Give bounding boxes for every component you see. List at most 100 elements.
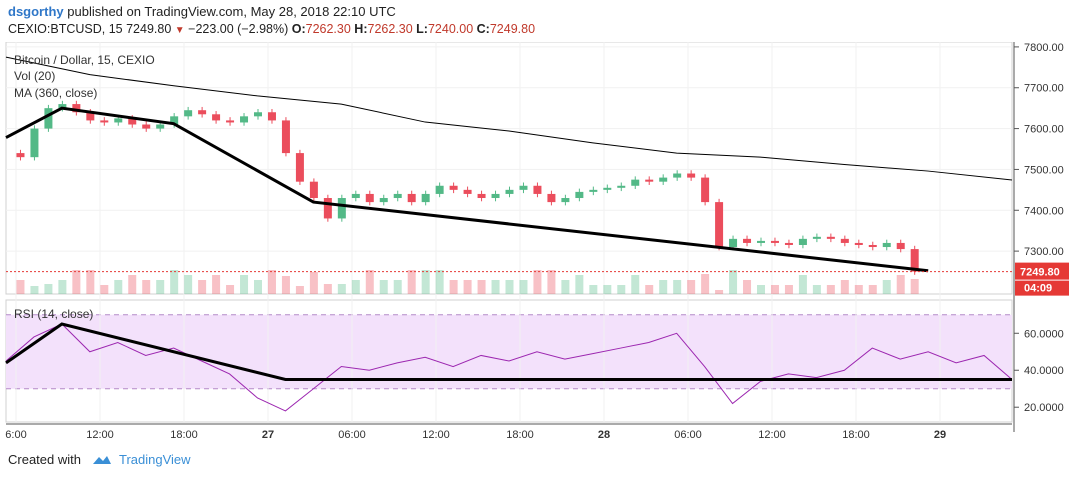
candle-body <box>156 124 165 129</box>
volume-bar <box>281 276 290 294</box>
volume-bar <box>267 270 276 294</box>
volume-bar <box>729 270 738 294</box>
candle-body <box>142 124 151 129</box>
volume-bar <box>323 284 332 294</box>
candle-body <box>295 153 304 182</box>
candle-body <box>463 189 472 194</box>
candle-body <box>784 242 793 245</box>
volume-bar <box>868 285 877 294</box>
time-tick-label: 29 <box>934 429 946 441</box>
time-tick-label: 12:00 <box>422 429 450 441</box>
volume-bar <box>58 280 67 294</box>
candle-body <box>435 185 444 194</box>
rsi-line <box>5 323 1013 412</box>
candle-body <box>184 110 193 117</box>
candle-body <box>533 185 542 194</box>
candle-body <box>840 238 849 243</box>
volume-bar <box>128 275 137 294</box>
candle-body <box>547 193 556 203</box>
candle-body <box>826 236 835 239</box>
time-tick-label: 06:00 <box>674 429 702 441</box>
volume-bar <box>701 274 710 294</box>
volume-bar <box>421 270 430 294</box>
volume-bar <box>826 285 835 294</box>
volume-bar <box>798 275 807 294</box>
candle-body <box>254 112 262 117</box>
price-tick-label: 7600.00 <box>1024 124 1064 136</box>
symbol-line: CEXIO:BTCUSD, 15 7249.80 ▼ −223.00 (−2.9… <box>8 22 535 36</box>
volume-bar <box>365 270 374 294</box>
time-tick-label: 6:00 <box>5 429 26 441</box>
time-tick-label: 18:00 <box>170 429 198 441</box>
volume-bar <box>379 280 388 294</box>
legend-ma: MA (360, close) <box>14 86 97 100</box>
volume-bar <box>212 275 221 294</box>
open-label: O: <box>291 22 306 36</box>
candle-body <box>659 177 668 182</box>
rsi-tick-label: 40.0000 <box>1024 365 1064 377</box>
candle-body <box>617 185 626 188</box>
candle-body <box>114 118 123 123</box>
high-value: 7262.30 <box>367 22 413 36</box>
candle-body <box>323 198 332 219</box>
candle-body <box>687 173 696 178</box>
candle-body <box>351 193 360 199</box>
volume-bar <box>645 285 654 294</box>
volume-bar <box>757 285 765 294</box>
candle-body <box>281 120 290 154</box>
candle-body <box>44 108 53 129</box>
volume-bar <box>547 270 556 294</box>
candle-body <box>477 193 486 199</box>
volume-bar <box>687 280 696 294</box>
volume-bar <box>491 280 500 294</box>
candle-body <box>16 153 25 158</box>
volume-bar <box>854 285 863 294</box>
candle-body <box>798 238 807 245</box>
price-tick-label: 7400.00 <box>1024 205 1064 217</box>
price-tick-label: 7700.00 <box>1024 83 1064 95</box>
price-tick-label: 7300.00 <box>1024 246 1064 258</box>
chart-axes: 7800.00 7700.00 7600.00 7500.00 7400.00 7300.… <box>5 42 1069 441</box>
candle-body <box>198 110 207 115</box>
author-name[interactable]: dsgorthy <box>8 4 64 19</box>
candle-body <box>743 238 752 243</box>
time-tick-label: 28 <box>598 429 610 441</box>
candle-body <box>393 193 402 199</box>
candle-body <box>519 185 528 190</box>
price-chart[interactable]: 7800.00 7700.00 7600.00 7500.00 7400.00 7300.… <box>0 42 1076 442</box>
tradingview-logo-icon[interactable] <box>91 454 113 466</box>
legend-rsi: RSI (14, close) <box>14 307 93 321</box>
ma-line <box>5 56 1013 181</box>
candle-body <box>212 114 221 121</box>
low-value: 7240.00 <box>427 22 474 36</box>
last-price-tag <box>1015 262 1069 280</box>
time-tick-label: 18:00 <box>506 429 534 441</box>
candle-body <box>673 173 682 178</box>
candle-body <box>910 249 919 272</box>
chart-grid <box>6 42 1012 422</box>
volume-bar <box>463 280 472 294</box>
price-tick-label: 7800.00 <box>1024 42 1064 54</box>
volume-bar <box>673 280 682 294</box>
volume-bar <box>449 280 458 294</box>
rsi-tick-label: 20.0000 <box>1024 402 1064 414</box>
candle-body <box>882 242 891 248</box>
last-price: 7249.80 <box>126 22 172 36</box>
volume-bars <box>16 270 919 294</box>
volume-bar <box>882 280 891 294</box>
volume-bar <box>16 280 25 294</box>
volume-bar <box>743 280 752 294</box>
volume-bar <box>393 280 402 294</box>
time-tick-label: 12:00 <box>758 429 786 441</box>
trendlines[interactable] <box>5 106 1012 381</box>
volume-bar <box>86 270 95 294</box>
legend-vol: Vol (20) <box>14 69 55 83</box>
candle-body <box>30 128 39 158</box>
volume-bar <box>505 280 514 294</box>
volume-bar <box>170 270 179 294</box>
candle-body <box>379 198 388 203</box>
tradingview-link[interactable]: TradingView <box>118 452 191 467</box>
volume-bar <box>156 280 165 294</box>
time-tick-label: 18:00 <box>842 429 870 441</box>
countdown-tag <box>1015 280 1069 296</box>
